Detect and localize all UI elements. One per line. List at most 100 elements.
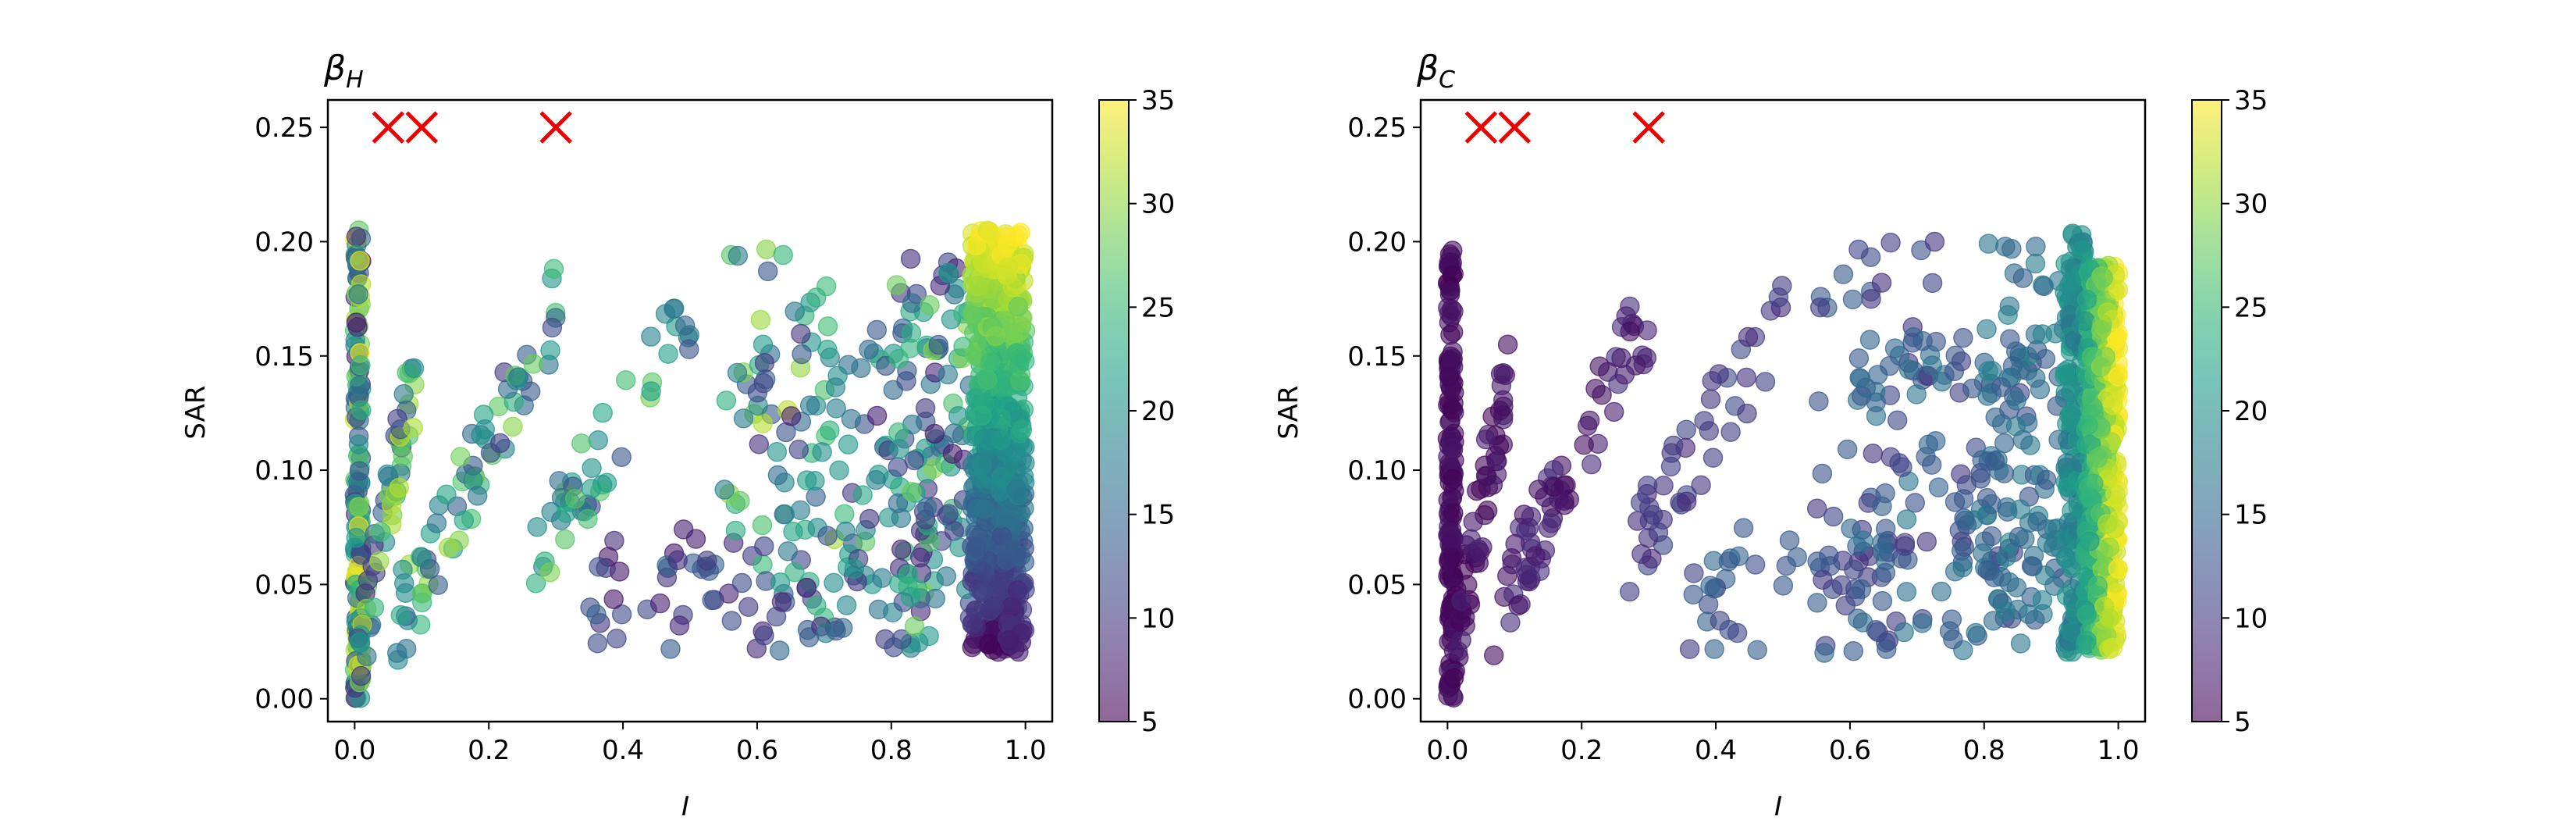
scatter-point [543, 258, 564, 279]
scatter-point [589, 557, 609, 577]
scatter-point [377, 464, 397, 485]
scatter-point [358, 570, 379, 591]
scatter-point [539, 562, 560, 583]
scatter-point [2033, 604, 2053, 624]
scatter-point [1614, 365, 1635, 385]
scatter-point [2076, 630, 2097, 651]
scatter-point [1720, 422, 1741, 442]
y-tick-label: 0.15 [1347, 341, 1407, 373]
scatter-point [426, 513, 447, 533]
scatter-point [1872, 590, 1893, 611]
scatter-point [679, 339, 699, 359]
scatter-point [350, 665, 372, 686]
scatter-point [369, 551, 390, 572]
scatter-point [2080, 487, 2100, 508]
scatter-point [2010, 633, 2031, 654]
scatter-point [1806, 498, 1827, 519]
scatter-point [1630, 492, 1651, 513]
scatter-point [2072, 241, 2092, 261]
scatter-point [1850, 369, 1871, 389]
scatter-point [555, 529, 575, 550]
x-tick-label: 0.2 [1560, 735, 1603, 766]
scatter-point [774, 504, 794, 525]
scatter-point [888, 457, 908, 477]
scatter-point [721, 611, 742, 631]
scatter-point [1866, 620, 1887, 640]
scatter-point [998, 540, 1019, 561]
scatter-point [1727, 622, 1748, 644]
scatter-point [825, 377, 846, 398]
scatter-point [669, 615, 690, 636]
scatter-point [581, 479, 602, 499]
scatter-point [1953, 327, 1973, 348]
scatter-point [1700, 389, 1721, 409]
scatter-point [1443, 400, 1464, 420]
scatter-point [785, 562, 805, 583]
scatter-point [1813, 569, 1833, 590]
scatter-point [611, 447, 632, 467]
scatter-point [1010, 223, 1031, 243]
scatter-point [697, 551, 717, 571]
scatter-point [1443, 668, 1464, 688]
x-tick-label: 0.8 [870, 735, 913, 766]
scatter-point [777, 541, 798, 562]
colorbar-tick-label: 25 [2234, 292, 2268, 323]
y-tick-labels: 0.00 0.05 0.10 0.15 0.20 0.25 [1347, 112, 1421, 715]
scatter-point [1809, 391, 1829, 412]
scatter-point [1814, 643, 1834, 663]
x-marker [1464, 111, 1498, 144]
scatter-point [1006, 479, 1027, 499]
scatter-point [1841, 519, 1861, 539]
scatter-point [1737, 403, 1757, 424]
scatter-point [900, 586, 921, 607]
scatter-point [977, 369, 998, 390]
y-tick-label: 0.10 [1347, 455, 1407, 487]
scatter-point [824, 572, 844, 593]
scatter-point [1475, 465, 1496, 486]
scatter-point [971, 405, 992, 426]
reference-markers [1464, 111, 1665, 144]
scatter-point [980, 223, 1001, 244]
scatter-point [2087, 447, 2108, 469]
scatter-point [790, 500, 811, 520]
scatter-point [2012, 430, 2033, 450]
scatter-point [973, 562, 993, 582]
scatter-point [920, 295, 940, 316]
scatter-point [731, 572, 753, 594]
scatter-point [791, 323, 811, 344]
x-tick-label: 0.0 [1426, 735, 1468, 766]
scatter-point [1637, 476, 1658, 496]
scatter-point [753, 554, 773, 575]
y-tick-label: 0.05 [1347, 569, 1407, 601]
colorbar-tick-label: 30 [1141, 189, 1175, 220]
scatter-point [1842, 289, 1863, 310]
scatter-point [1738, 326, 1759, 348]
scatter-point [1439, 366, 1459, 387]
scatter-point [1922, 273, 1943, 294]
scatter-point [1500, 612, 1521, 633]
scatter-point [1679, 639, 1700, 659]
scatter-point [866, 319, 888, 340]
scatter-point [2080, 531, 2100, 551]
scatter-point [1439, 472, 1460, 493]
y-tick-label: 0.10 [254, 455, 314, 487]
scatter-point [727, 362, 748, 383]
colorbar-tick-label: 20 [2234, 396, 2268, 427]
scatter-point [351, 400, 372, 420]
scatter-point [984, 596, 1005, 617]
scatter-point [973, 582, 993, 602]
scatter-point [1823, 506, 1844, 527]
colorbar-tick-label: 20 [1141, 396, 1175, 427]
scatter-point [1015, 351, 1035, 371]
scatter-point [2027, 512, 2048, 532]
scatter-point [2057, 477, 2078, 497]
colorbar-tick-label: 35 [2234, 85, 2268, 116]
scatter-point [753, 413, 773, 433]
x-tick-label: 0.6 [1829, 735, 1871, 766]
axes-frame [326, 98, 1054, 723]
scatter-point [1501, 548, 1522, 569]
scatter-point [844, 558, 865, 579]
x-axis-label: I [681, 791, 689, 820]
x-tick-label: 0.0 [333, 735, 375, 766]
scatter-point [1966, 622, 1986, 644]
